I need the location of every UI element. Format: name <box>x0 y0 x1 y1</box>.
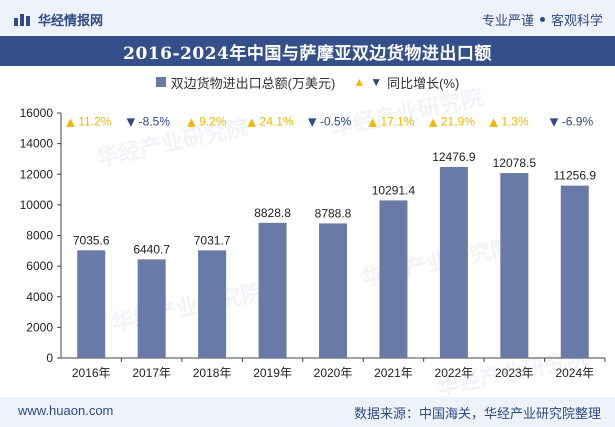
triangle-up-icon: ▲ <box>66 115 75 128</box>
tagline: 专业严谨 客观科学 <box>482 10 603 29</box>
y-tick-label: 16000 <box>20 106 54 120</box>
y-tick-label: 10000 <box>20 198 54 212</box>
y-tick-label: 4000 <box>26 290 53 304</box>
y-tick-label: 8000 <box>26 229 53 243</box>
logo-icon <box>14 13 30 26</box>
chart-title: 2016-2024年中国与萨摩亚双边货物进出口额 <box>123 43 492 64</box>
y-tick-label: 14000 <box>20 137 54 151</box>
triangle-up-icon: ▲ <box>368 115 377 128</box>
bar <box>439 166 468 358</box>
y-tick-label: 6000 <box>26 259 53 273</box>
y-tick-label: 2000 <box>26 320 53 334</box>
x-tick-label: 2020年 <box>314 366 353 380</box>
bar-value-label: 7031.7 <box>194 233 231 247</box>
legend-item-growth: ▲ ▼ 同比增长(%) <box>353 73 459 92</box>
triangle-down-icon: ▼ <box>550 115 559 128</box>
x-tick-label: 2023年 <box>495 366 534 380</box>
triangle-up-icon: ▲ <box>248 115 257 128</box>
bar-value-label: 6440.7 <box>133 242 170 256</box>
triangle-down-icon: ▼ <box>370 75 383 89</box>
tagline-left: 专业严谨 <box>481 13 534 28</box>
bar-value-label: 10291.4 <box>372 183 416 197</box>
triangle-up-icon: ▲ <box>429 115 438 128</box>
data-source: 数据来源：中国海关，华经产业研究院整理 <box>353 406 601 421</box>
triangle-up-icon: ▲ <box>489 115 498 128</box>
growth-label: 1.3% <box>501 114 529 128</box>
x-tick-label: 2021年 <box>374 366 413 380</box>
bar <box>198 250 227 358</box>
growth-label: 11.2% <box>78 114 111 128</box>
growth-label: 21.9% <box>441 114 475 128</box>
footer-url[interactable]: www.huaon.com <box>18 403 114 418</box>
top-banner: 华经情报网 专业严谨 客观科学 <box>0 0 615 36</box>
legend: 双边货物进出口总额(万美元) ▲ ▼ 同比增长(%) <box>0 72 615 92</box>
bar <box>379 200 408 358</box>
bar <box>258 222 287 358</box>
x-tick-label: 2024年 <box>555 366 594 380</box>
growth-label: -6.9% <box>562 114 594 128</box>
x-tick-label: 2018年 <box>193 366 232 380</box>
legend-label-growth: 同比增长(%) <box>387 75 460 91</box>
y-tick-label: 12000 <box>20 167 54 181</box>
legend-label-total: 双边货物进出口总额(万美元) <box>170 75 336 91</box>
x-tick-label: 2017年 <box>132 366 171 380</box>
tagline-right: 客观科学 <box>550 13 603 28</box>
bar <box>77 250 106 358</box>
x-tick-label: 2022年 <box>435 366 474 380</box>
bar <box>137 259 166 358</box>
logo-text: 华经情报网 <box>38 13 104 28</box>
bar-value-label: 8828.8 <box>254 206 291 220</box>
growth-label: -0.5% <box>320 114 352 128</box>
bar <box>500 173 529 358</box>
bullet-icon <box>539 17 545 22</box>
x-tick-label: 2016年 <box>72 366 111 380</box>
triangle-up-icon: ▲ <box>353 75 366 89</box>
triangle-down-icon: ▼ <box>308 115 317 128</box>
bar-value-label: 12476.9 <box>432 150 476 164</box>
growth-label: -8.5% <box>139 114 171 128</box>
bar-value-label: 8788.8 <box>315 206 352 220</box>
growth-label: 24.1% <box>260 114 294 128</box>
logo: 华经情报网 <box>14 10 103 29</box>
growth-label: 17.1% <box>380 114 414 128</box>
bar-value-label: 12078.5 <box>493 156 537 170</box>
growth-label: 9.2% <box>199 114 227 128</box>
bar-value-label: 11256.9 <box>554 169 597 183</box>
x-tick-label: 2019年 <box>253 366 292 380</box>
legend-item-total: 双边货物进出口总额(万美元) <box>155 73 336 92</box>
bar-value-label: 7035.6 <box>73 233 110 247</box>
title-bar: 2016-2024年中国与萨摩亚双边货物进出口额 <box>0 36 615 66</box>
triangle-up-icon: ▲ <box>187 115 196 128</box>
bar <box>319 223 347 358</box>
triangle-down-icon: ▼ <box>127 115 136 128</box>
footer: www.huaon.com 数据来源：中国海关，华经产业研究院整理 <box>0 397 615 427</box>
legend-bar-swatch <box>155 77 166 87</box>
y-tick-label: 0 <box>46 351 53 365</box>
bar <box>560 185 589 358</box>
